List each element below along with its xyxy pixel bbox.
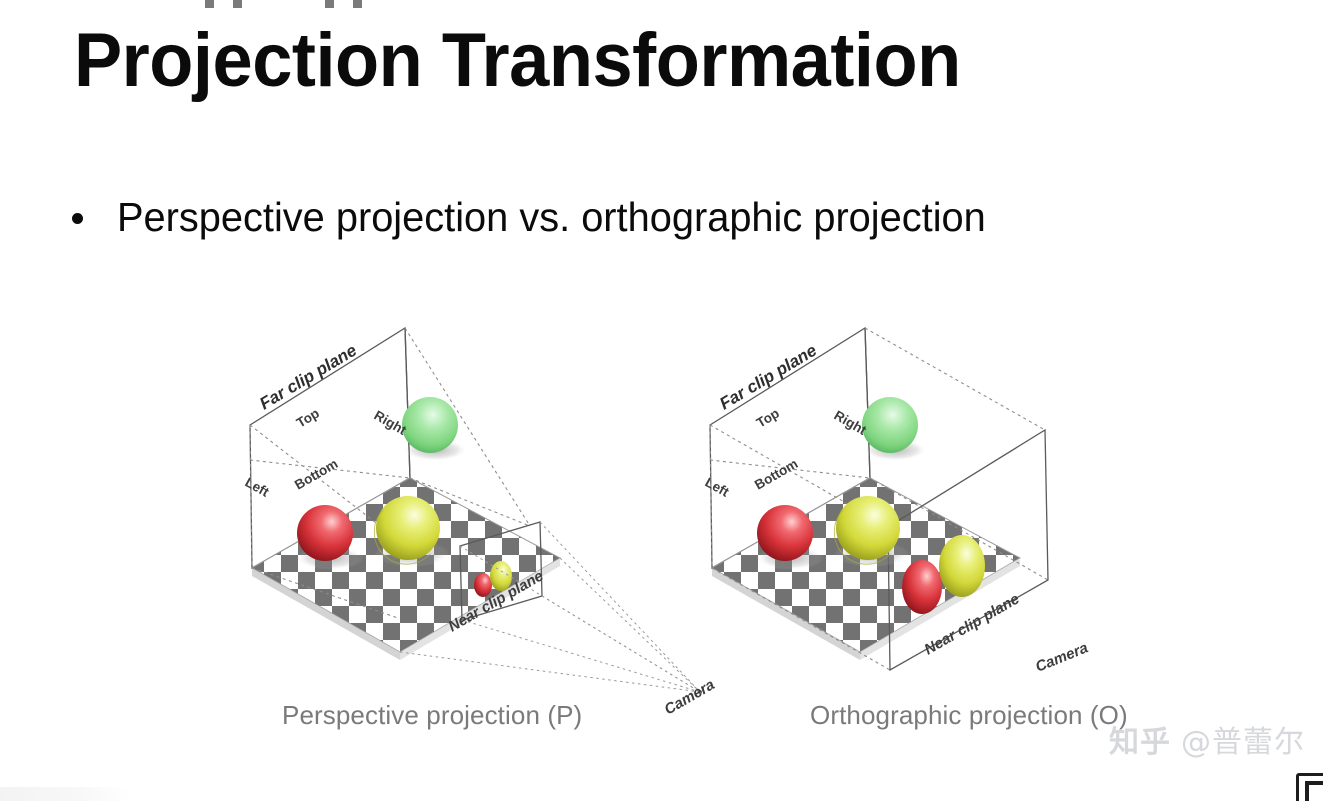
bullet-item: Perspective projection vs. orthographic … xyxy=(72,193,1013,241)
projection-rays xyxy=(399,521,701,693)
camera-point xyxy=(698,690,702,694)
red-projection-ellipse xyxy=(474,573,492,597)
corner-chip-outline xyxy=(1296,773,1323,801)
watermark: 知乎 @普蕾尔 xyxy=(1109,717,1305,761)
page-title: Projection Transformation xyxy=(74,18,961,103)
label-top: Top xyxy=(294,405,322,430)
figure-container: Far clip plane Top Right Left Bottom Nea… xyxy=(0,300,1323,760)
label-top: Top xyxy=(754,405,782,430)
label-bottom: Bottom xyxy=(752,456,800,493)
caption-orthographic: Orthographic projection (O) xyxy=(810,700,1128,730)
orthographic-diagram: Far clip plane Top Right Left Bottom Nea… xyxy=(703,326,1091,676)
panel-orthographic: Far clip plane Top Right Left Bottom Nea… xyxy=(690,300,1230,760)
frustum-rays xyxy=(249,327,531,619)
label-right: Right xyxy=(832,408,870,438)
panel-perspective: Far clip plane Top Right Left Bottom Nea… xyxy=(230,300,770,760)
label-camera: Camera xyxy=(1033,639,1090,675)
label-far-clip-plane: Far clip plane xyxy=(256,341,360,414)
caption-perspective: Perspective projection (P) xyxy=(282,700,583,730)
red-projection-ellipse xyxy=(902,560,942,614)
red-sphere xyxy=(756,505,824,570)
near-clip-plane xyxy=(887,428,1049,672)
watermark-handle: @普蕾尔 xyxy=(1181,725,1305,760)
perspective-diagram: Far clip plane Top Right Left Bottom Nea… xyxy=(243,326,718,718)
label-far-clip-plane: Far clip plane xyxy=(716,341,820,414)
zhihu-logo-icon: 知乎 xyxy=(1109,725,1171,760)
green-sphere xyxy=(402,397,467,461)
label-left: Left xyxy=(243,475,272,500)
corner-clipped-button[interactable] xyxy=(1292,767,1323,801)
yellow-projection-ellipse xyxy=(939,535,985,597)
corner-chip-inner-icon xyxy=(1305,781,1323,801)
red-sphere xyxy=(296,505,364,570)
green-sphere xyxy=(862,397,927,461)
label-right: Right xyxy=(372,408,410,438)
bullet-dot-icon xyxy=(72,213,83,224)
top-clipped-strip xyxy=(205,0,445,8)
label-bottom: Bottom xyxy=(292,456,340,493)
bottom-left-clipped-band xyxy=(0,787,132,801)
bullet-text: Perspective projection vs. orthographic … xyxy=(117,194,986,240)
label-left: Left xyxy=(703,475,732,500)
yellow-sphere xyxy=(833,496,910,567)
yellow-sphere xyxy=(373,496,450,567)
yellow-projection-ellipse xyxy=(490,561,512,591)
